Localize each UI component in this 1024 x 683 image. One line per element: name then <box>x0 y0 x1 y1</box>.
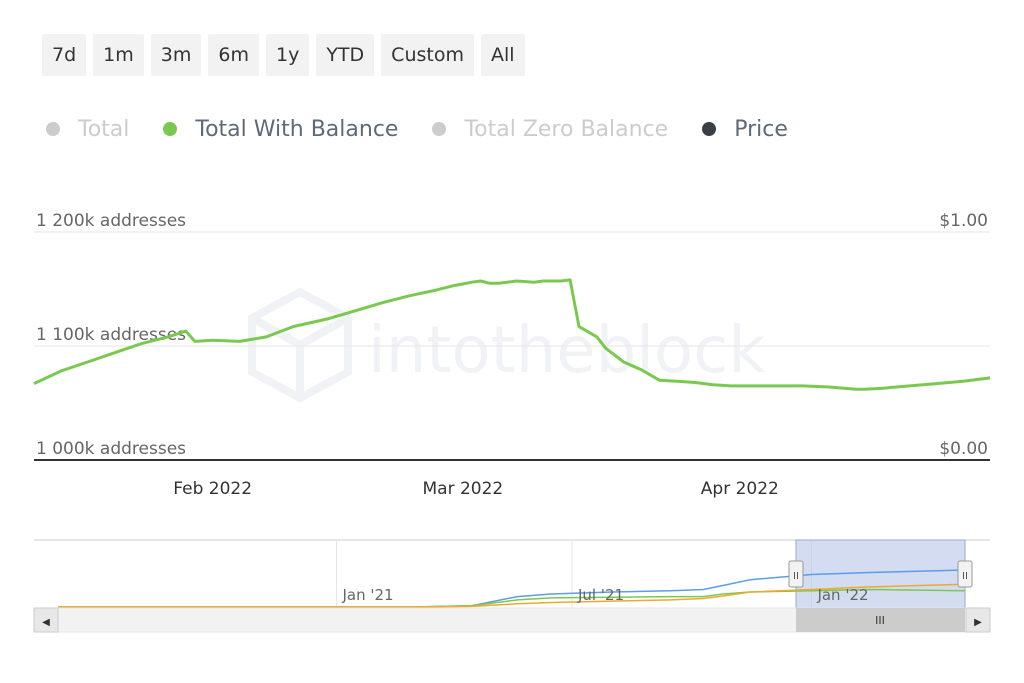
legend-dot-icon <box>163 122 178 136</box>
range-all-button[interactable]: All <box>480 34 525 76</box>
navigator-series-line-2 <box>58 583 966 608</box>
y-axis-left: 1 000k addresses 1 100k addresses 1 200k a… <box>36 211 186 459</box>
legend-dot-icon <box>46 122 60 136</box>
range-3m-button[interactable]: 3m <box>150 34 202 76</box>
navigator-x-tick-label: Jan '22 <box>816 586 868 604</box>
y-tick-label: 1 100k addresses <box>36 325 186 345</box>
legend-item-total-with-balance[interactable]: Total With Balance <box>163 117 398 142</box>
x-axis: Feb 2022 Mar 2022 Apr 2022 <box>173 479 779 499</box>
chart-legend: Total Total With Balance Total Zero Bala… <box>46 112 822 146</box>
range-selector: 7d 1m 3m 6m 1y YTD Custom All <box>42 34 525 76</box>
legend-item-total[interactable]: Total <box>46 117 129 142</box>
range-custom-button[interactable]: Custom <box>381 34 474 76</box>
watermark: intotheblock <box>248 287 765 403</box>
main-series <box>33 278 991 391</box>
y-tick-label: 1 200k addresses <box>36 211 186 231</box>
range-7d-button[interactable]: 7d <box>42 34 87 76</box>
y-axis-right: $0.00 $1.00 <box>939 211 988 459</box>
range-1y-button[interactable]: 1y <box>265 34 310 76</box>
legend-label: Total Zero Balance <box>464 116 669 142</box>
legend-label: Price <box>734 116 788 142</box>
scrollbar-right-button[interactable] <box>965 607 991 633</box>
handle-grip-icon: II <box>793 571 799 582</box>
legend-dot-icon <box>432 122 447 136</box>
watermark-text: intotheblock <box>368 314 765 388</box>
series-line-total-with-balance[interactable] <box>33 278 991 391</box>
y-right-tick-label: $1.00 <box>939 211 988 231</box>
scroll-right-icon[interactable]: ▶ <box>974 617 982 628</box>
scroll-left-icon[interactable]: ◀ <box>42 617 50 628</box>
x-tick-label: Mar 2022 <box>422 479 503 499</box>
legend-label: Total <box>78 116 130 142</box>
navigator-left-handle[interactable]: II <box>788 560 804 588</box>
y-right-tick-label: $0.00 <box>939 439 988 459</box>
range-ytd-button[interactable]: YTD <box>316 34 375 76</box>
legend-item-total-zero-balance[interactable]: Total Zero Balance <box>432 117 668 142</box>
navigator-x-tick-label: Jul '21 <box>577 586 624 604</box>
scrollbar[interactable]: ◀ III ▶ <box>33 607 991 633</box>
range-6m-button[interactable]: 6m <box>208 34 259 76</box>
main-grid <box>34 231 990 461</box>
handle-grip-icon: II <box>962 571 968 582</box>
range-1m-button[interactable]: 1m <box>93 34 144 76</box>
legend-item-price[interactable]: Price <box>702 117 788 142</box>
scrollbar-thumb[interactable] <box>796 608 965 632</box>
navigator: Jan '21 Jul '21 Jan '22 II II <box>34 539 990 609</box>
y-tick-label: 1 000k addresses <box>36 439 186 459</box>
navigator-right-handle[interactable]: II <box>957 560 973 588</box>
x-tick-label: Feb 2022 <box>173 479 252 499</box>
legend-label: Total With Balance <box>195 116 399 142</box>
legend-dot-icon <box>702 122 717 136</box>
x-tick-label: Apr 2022 <box>701 479 779 499</box>
navigator-x-tick-label: Jan '21 <box>341 586 393 604</box>
scrollbar-left-button[interactable] <box>33 607 59 633</box>
scrollbar-grip-icon: III <box>875 614 885 627</box>
